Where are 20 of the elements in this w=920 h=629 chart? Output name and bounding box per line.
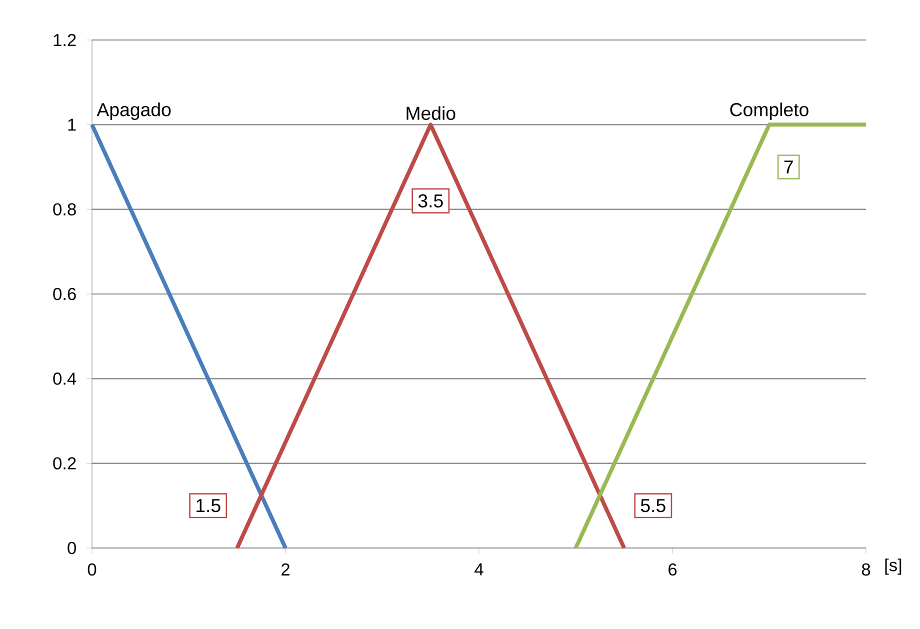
x-tick-label: 6	[668, 563, 677, 576]
y-tick-label: 0.4	[53, 372, 76, 385]
annotation: 5.5	[640, 499, 666, 512]
y-tick-label: 1	[68, 118, 76, 131]
x-tick-label: 0	[88, 563, 96, 576]
y-tick-label: 0	[68, 542, 76, 554]
annotation: 7	[784, 160, 793, 174]
y-tick-label: 1.2	[54, 34, 76, 46]
annotation: 1.5	[196, 499, 220, 512]
annotation: 3.5	[418, 194, 443, 208]
y-tick-label: 0.6	[53, 288, 76, 300]
x-tick-label: 8	[862, 563, 870, 576]
x-tick-label: 2	[282, 563, 290, 576]
series-label: Apagado	[96, 102, 171, 120]
y-tick-label: 0.8	[53, 203, 76, 216]
series-label: Completo	[730, 102, 808, 120]
y-tick-label: 0.2	[53, 457, 76, 470]
series-label: Medio	[406, 106, 456, 120]
x-axis-title: [s]	[885, 558, 902, 575]
x-tick-label: 4	[474, 563, 484, 576]
